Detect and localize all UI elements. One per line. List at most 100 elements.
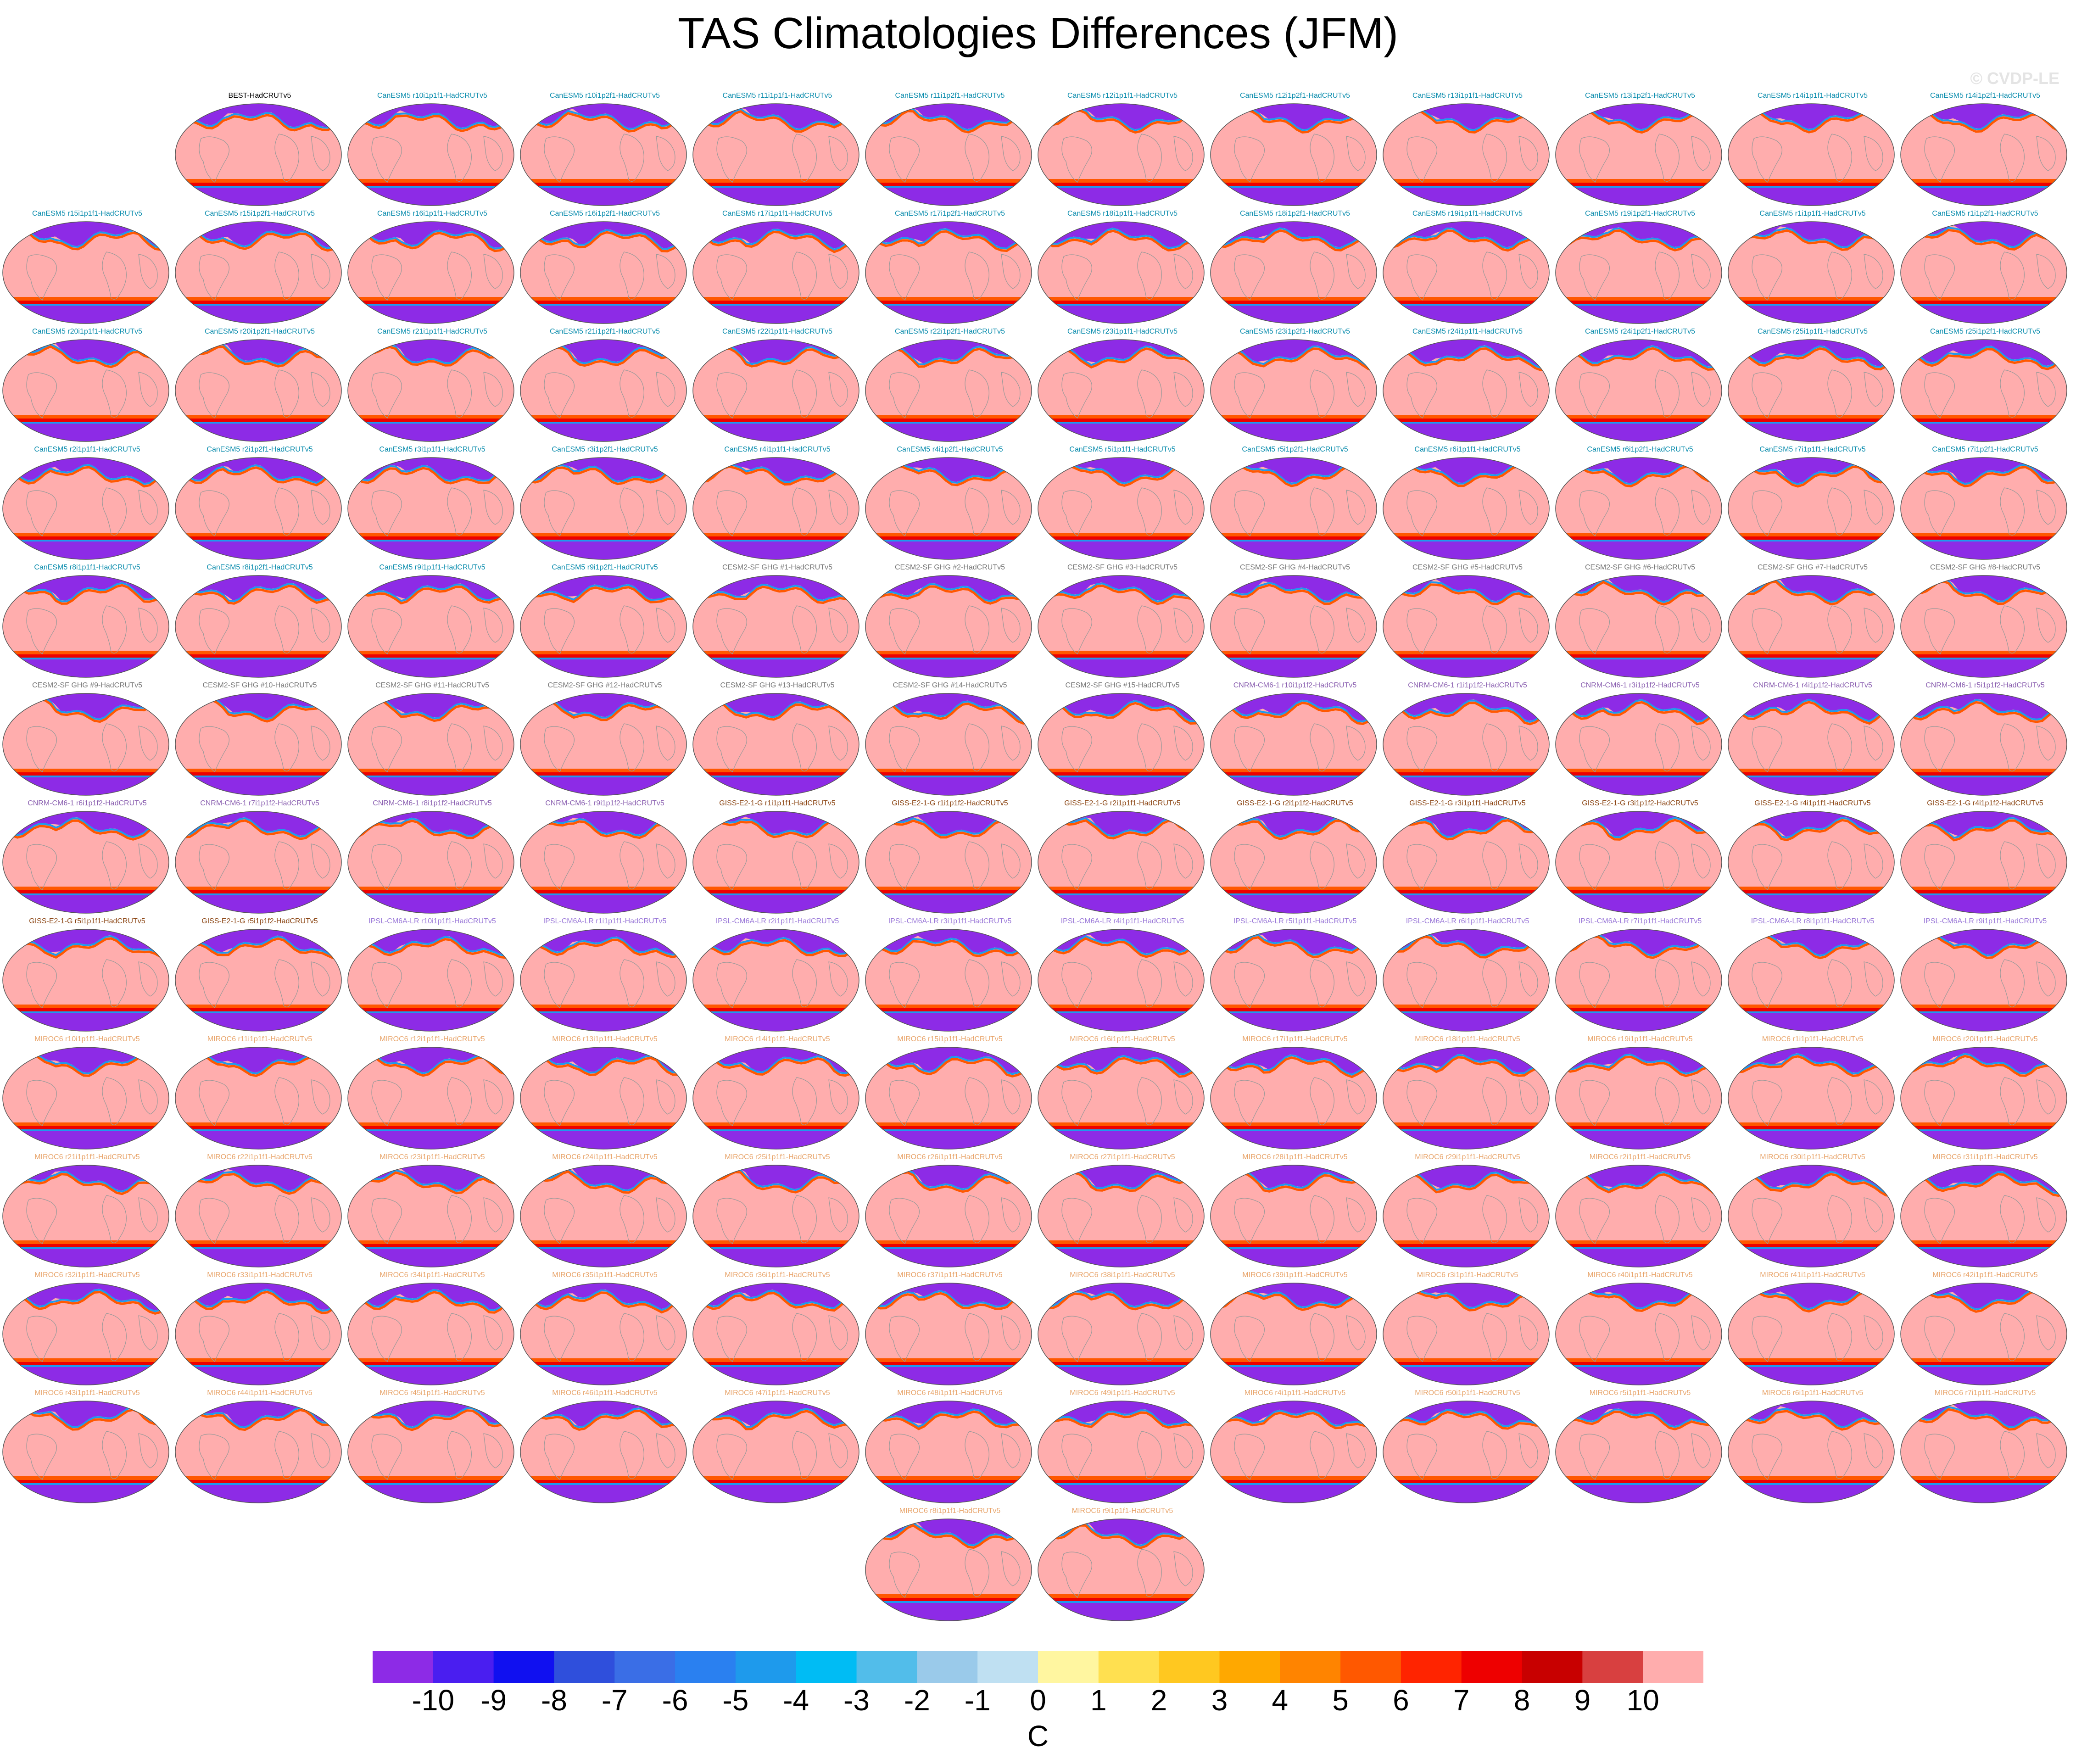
map-border: [692, 457, 859, 560]
southern-ocean-hot-band: [175, 1362, 341, 1365]
continent-outline: [1482, 841, 1507, 889]
sea-ice-edge-warm: [865, 939, 1030, 957]
map-panel: CanESM5 r11i1p1f1-HadCRUTv5: [691, 92, 864, 207]
southern-ocean-hot-band: [3, 1480, 169, 1483]
southern-ocean-warm-band: [1556, 1005, 1722, 1008]
southern-ocean-hot-band: [865, 890, 1032, 893]
continent-outline: [311, 1433, 330, 1468]
map-image: [1038, 811, 1205, 914]
sea-ice-edge-warm: [1211, 229, 1374, 251]
continent-outline: [889, 962, 920, 1008]
sea-ice-edge-cold: [3, 1289, 167, 1312]
southern-ocean-hot-band: [520, 772, 686, 776]
continent-outline: [483, 608, 503, 643]
southern-ocean-warm-band: [1901, 1122, 2067, 1126]
sea-ice-edge-warm: [1556, 229, 1719, 251]
map-image: [1210, 575, 1377, 678]
continent-outline: [371, 1198, 402, 1244]
southern-ocean-hot-band: [520, 1008, 686, 1011]
map-image: [1383, 221, 1550, 324]
southern-ocean-hot-band: [3, 1362, 169, 1365]
panel-label: CanESM5 r25i1p1f1-HadCRUTv5: [1757, 328, 1868, 335]
colorbar-swatch: [373, 1651, 434, 1683]
southern-ocean-hot-band: [1556, 772, 1722, 776]
panel-label: CanESM5 r2i1p1f1-HadCRUTv5: [34, 446, 140, 453]
continent-outline: [371, 608, 402, 654]
antarctic-anomaly: [693, 306, 859, 324]
continent-outline: [274, 1431, 299, 1479]
continent-outline: [1310, 487, 1334, 536]
antarctic-edge: [1211, 186, 1377, 188]
map-panel: MIROC6 r17i1p1f1-HadCRUTv5: [1209, 1035, 1381, 1151]
panel-label: CNRM-CM6-1 r3i1p1f2-HadCRUTv5: [1580, 681, 1700, 689]
sea-ice-edge-cold: [1901, 1053, 2065, 1075]
antarctic-edge: [865, 1601, 1032, 1603]
antarctic-edge: [1901, 658, 2067, 659]
map-panel: MIROC6 r28i1p1f1-HadCRUTv5: [1209, 1153, 1381, 1269]
map-border: [865, 811, 1032, 914]
southern-ocean-warm-band: [1211, 769, 1377, 772]
southern-ocean-hot-band: [1211, 654, 1377, 658]
southern-ocean-hot-band: [175, 1480, 341, 1483]
continent-outline: [965, 369, 989, 418]
map-image: [692, 457, 859, 560]
southern-ocean-warm-band: [520, 1240, 686, 1244]
map-image: [1555, 693, 1722, 796]
continent-outline: [138, 961, 158, 997]
continent-outline: [792, 134, 817, 182]
sea-ice-edge-warm: [1728, 580, 1892, 606]
panel-label: CanESM5 r3i1p2f1-HadCRUTv5: [552, 446, 658, 453]
sea-ice-edge-warm: [520, 228, 684, 253]
southern-ocean-hot-band: [1211, 1244, 1377, 1247]
southern-ocean-warm-band: [1728, 651, 1894, 654]
southern-ocean-hot-band: [348, 1244, 514, 1247]
continent-outline: [1061, 608, 1092, 654]
map-panel: GISS-E2-1-G r1i1p1f1-HadCRUTv5: [691, 799, 864, 915]
map-border: [1555, 575, 1722, 678]
antarctic-edge: [348, 893, 514, 895]
southern-ocean-hot-band: [175, 772, 341, 776]
continent-outline: [1655, 1077, 1680, 1125]
southern-ocean-warm-band: [3, 415, 169, 419]
continent-outline: [371, 1434, 402, 1480]
continent-outline: [619, 369, 644, 418]
antarctic-anomaly: [3, 1485, 169, 1503]
southern-ocean-hot-band: [1211, 890, 1377, 893]
southern-ocean-warm-band: [1728, 179, 1894, 183]
antarctic-edge: [1728, 658, 1894, 659]
antarctic-edge: [348, 540, 514, 541]
southern-ocean-warm-band: [865, 1594, 1032, 1598]
continent-outline: [716, 254, 747, 301]
continent-outline: [311, 726, 330, 761]
continent-outline: [1691, 961, 1711, 997]
antarctic-edge: [1728, 1365, 1894, 1367]
colorbar-tick-label: 7: [1453, 1684, 1470, 1717]
continent-outline: [1173, 1197, 1193, 1233]
continent-outline: [544, 726, 575, 772]
map-image: [520, 693, 687, 796]
continent-outline: [1579, 1434, 1610, 1480]
continent-outline: [311, 1197, 330, 1233]
southern-ocean-hot-band: [1211, 1008, 1377, 1011]
map-image: [2, 929, 169, 1032]
continent-outline: [1655, 723, 1680, 771]
map-panel: MIROC6 r49i1p1f1-HadCRUTv5: [1036, 1389, 1209, 1505]
continent-outline: [274, 959, 299, 1007]
continent-outline: [1482, 134, 1507, 182]
southern-ocean-hot-band: [175, 536, 341, 540]
sea-ice-edge-cold: [1211, 1409, 1374, 1427]
antarctic-edge: [1901, 1011, 2067, 1013]
southern-ocean-hot-band: [1383, 1126, 1549, 1129]
continent-outline: [1234, 1434, 1265, 1480]
map-border: [1555, 1283, 1722, 1385]
sea-ice-edge-warm: [520, 938, 685, 959]
panel-label: CanESM5 r10i1p1f1-HadCRUTv5: [377, 92, 488, 100]
antarctic-anomaly: [865, 1367, 1032, 1385]
continent-outline: [1691, 1433, 1711, 1468]
antarctic-edge: [520, 658, 686, 659]
sea-ice-edge-warm: [1556, 935, 1720, 959]
map-image: [1728, 929, 1895, 1032]
southern-ocean-hot-band: [1901, 1008, 2067, 1011]
map-image: [1555, 811, 1722, 914]
continent-outline: [544, 1198, 575, 1244]
